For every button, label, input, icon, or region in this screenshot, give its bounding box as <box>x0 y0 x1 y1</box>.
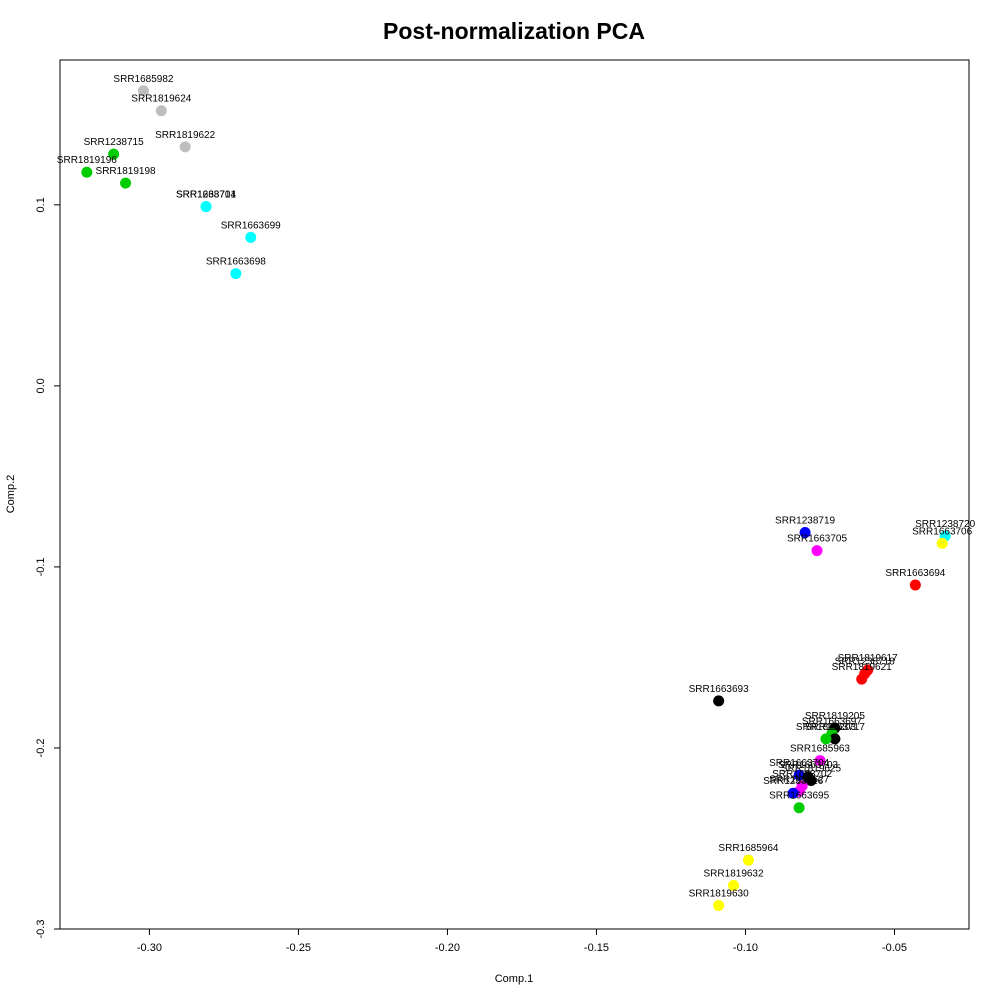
data-point-label: SRR1238716 <box>763 776 823 787</box>
data-points <box>81 85 951 911</box>
data-point-labels: SRR1685982 SRR1819624 SRR1819622 SRR1238715… <box>57 74 976 900</box>
data-point <box>811 545 823 557</box>
data-point-label: SRR1685982 <box>113 74 173 85</box>
y-tick-label: -0.3 <box>35 920 47 939</box>
data-point <box>814 755 826 767</box>
data-point-label: SRR1819205 <box>805 711 865 722</box>
data-point-label: SRR1663694 <box>885 568 945 579</box>
data-point-label: SRR1819627 <box>769 774 829 785</box>
y-axis-label: Comp.2 <box>5 475 17 514</box>
data-point-label: SRR1663699 <box>221 220 281 231</box>
data-point <box>742 854 754 866</box>
data-point-label: SRR1238714 <box>176 190 236 201</box>
y-tick-label: 0.0 <box>35 378 47 393</box>
data-point <box>179 141 191 153</box>
data-point <box>909 579 921 591</box>
data-point <box>200 201 212 213</box>
data-point-label: SRR1663704 <box>769 758 829 769</box>
data-point <box>829 733 841 745</box>
data-point <box>728 880 740 892</box>
data-point-label: SRR1663698 <box>206 257 266 268</box>
data-point-label: SRR1663697 <box>802 716 862 727</box>
data-point <box>120 177 132 189</box>
data-point <box>245 231 257 243</box>
data-point-label: SRR1238719 <box>775 516 835 527</box>
data-point-label: SRR1663702 <box>772 769 832 780</box>
data-point <box>713 899 725 911</box>
data-point-label: SRR1238718 <box>835 657 895 668</box>
data-point-label: SRR1663703 <box>778 760 838 771</box>
data-point <box>805 775 817 787</box>
y-tick-label: -0.1 <box>35 557 47 576</box>
chart-title: Post-normalization PCA <box>383 18 645 44</box>
data-point-label: SRR1819632 <box>704 869 764 880</box>
data-point-label: SRR1663693 <box>689 684 749 695</box>
x-tick-label: -0.15 <box>584 942 609 954</box>
data-point-label: SRR1819624 <box>131 94 191 105</box>
data-point <box>799 527 811 539</box>
data-point-label: SRR1819630 <box>689 888 749 899</box>
data-point <box>787 787 799 799</box>
data-point-label: SRR1819196 <box>57 155 117 166</box>
data-point-label: SRR1819203 <box>796 722 856 733</box>
data-point-label: SRR1819198 <box>96 166 156 177</box>
data-point-label: SRR1238720 <box>915 519 975 530</box>
y-axis: -0.3 -0.2 -0.1 0.0 0.1 <box>35 197 60 938</box>
data-point-label: SRR1663701 <box>176 190 236 201</box>
data-point <box>793 802 805 814</box>
data-point-label: SRR1819625 <box>781 764 841 775</box>
x-tick-label: -0.30 <box>137 942 162 954</box>
data-point <box>81 166 93 178</box>
data-point-label: SRR1663717 <box>805 722 865 733</box>
x-axis: -0.30 -0.25 -0.20 -0.15 -0.10 -0.05 <box>137 929 907 954</box>
y-tick-label: 0.1 <box>35 197 47 212</box>
x-tick-label: -0.20 <box>435 942 460 954</box>
data-point-label: SRR1819617 <box>838 653 898 664</box>
data-point-label: SRR1819621 <box>832 662 892 673</box>
data-point-label: SRR1819622 <box>155 130 215 141</box>
plot-frame <box>59 59 970 930</box>
data-point-label: SRR1685963 <box>790 744 850 755</box>
data-point <box>713 695 725 707</box>
data-point <box>230 268 242 280</box>
data-point <box>108 148 120 160</box>
data-point <box>793 769 805 781</box>
x-tick-label: -0.10 <box>733 942 758 954</box>
data-point <box>856 673 868 685</box>
data-point <box>155 105 167 117</box>
data-point-label: SRR1663695 <box>769 791 829 802</box>
data-point-label: SRR1663706 <box>912 526 972 537</box>
data-point-label: SRR1238715 <box>84 137 144 148</box>
x-tick-label: -0.25 <box>286 942 311 954</box>
data-point <box>936 537 948 549</box>
data-point-label: SRR1685964 <box>718 843 778 854</box>
y-tick-label: -0.2 <box>35 738 47 757</box>
x-tick-label: -0.05 <box>882 942 907 954</box>
data-point <box>137 85 149 97</box>
data-point <box>820 733 832 745</box>
x-axis-label: Comp.1 <box>495 973 534 985</box>
data-point-label: SRR1663705 <box>787 534 847 545</box>
